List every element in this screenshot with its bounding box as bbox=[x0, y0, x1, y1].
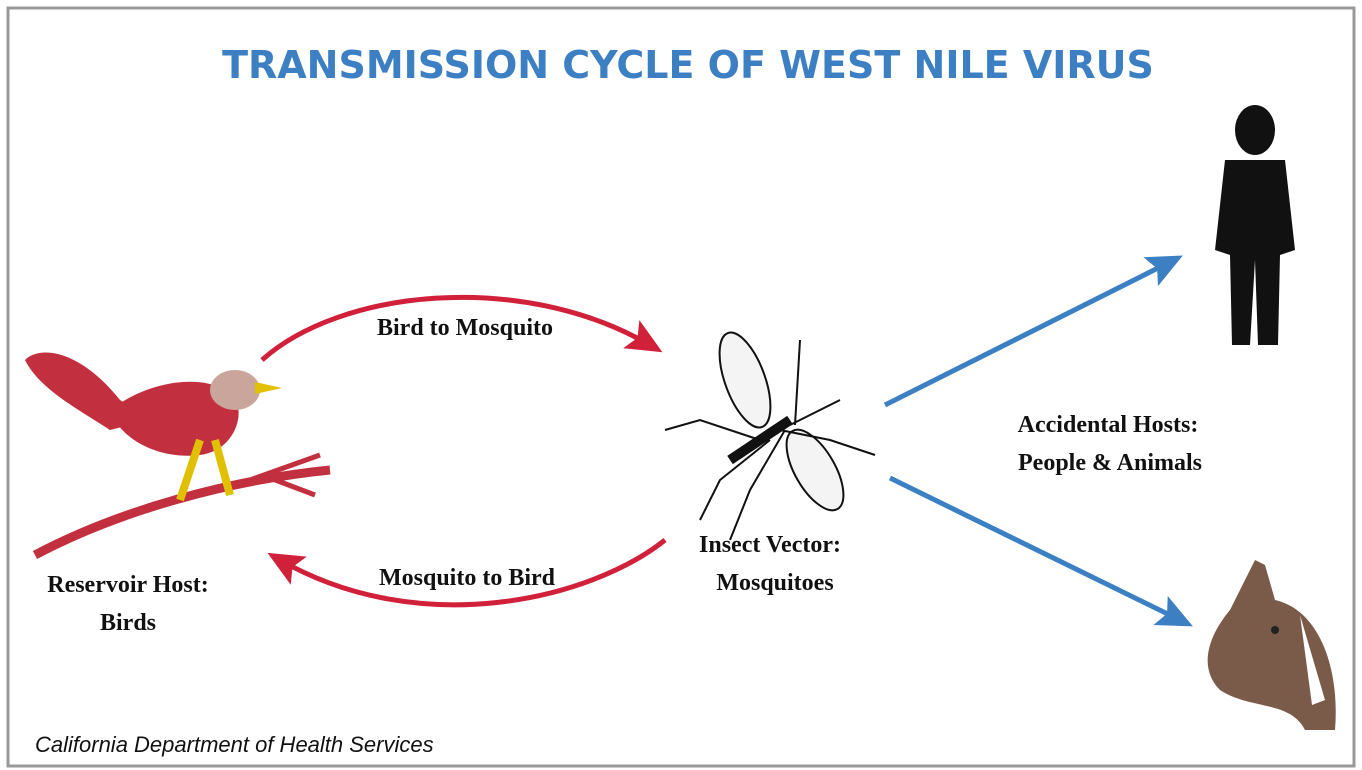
node-label: Mosquitoes bbox=[716, 570, 833, 596]
node-label: Accidental Hosts: bbox=[1018, 412, 1199, 438]
title: TRANSMISSION CYCLE OF WEST NILE VIRUS bbox=[222, 43, 1154, 87]
node-label: Birds bbox=[100, 610, 156, 636]
footer-credit: California Department of Health Services bbox=[35, 732, 434, 757]
diagram: TRANSMISSION CYCLE OF WEST NILE VIRUS Bi… bbox=[0, 0, 1362, 770]
node-label: Insect Vector: bbox=[699, 532, 841, 558]
page: TRANSMISSION CYCLE OF WEST NILE VIRUS Bi… bbox=[0, 0, 1362, 770]
node-label: Reservoir Host: bbox=[47, 572, 209, 598]
edge-label: Bird to Mosquito bbox=[377, 315, 553, 341]
node-label: People & Animals bbox=[1018, 450, 1202, 476]
edge-label: Mosquito to Bird bbox=[379, 565, 556, 591]
